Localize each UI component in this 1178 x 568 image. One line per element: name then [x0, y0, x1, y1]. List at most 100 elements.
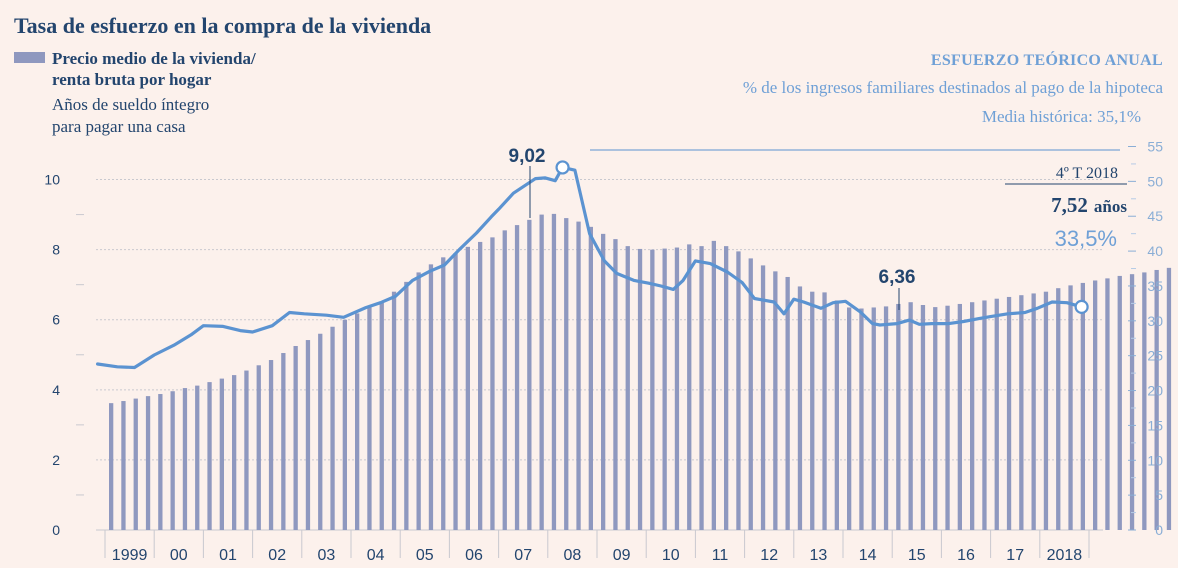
bar-legend-line2: renta bruta por hogar: [52, 70, 212, 89]
bar: [121, 401, 126, 530]
x-tick-label: 14: [859, 547, 877, 564]
bar: [699, 246, 704, 531]
bar: [785, 276, 790, 530]
right-tick-label: 40: [1147, 243, 1163, 259]
line-series: [96, 160, 1089, 370]
bar: [502, 230, 507, 531]
bar: [724, 246, 729, 531]
bar: [465, 246, 470, 531]
bar: [268, 360, 274, 530]
bar: [244, 370, 249, 530]
bar: [613, 239, 618, 530]
bar: [711, 240, 716, 530]
bar: [453, 253, 458, 530]
x-tick-label: 11: [712, 547, 729, 564]
bar: [490, 237, 495, 530]
line-path: [96, 165, 1084, 370]
bar: [674, 247, 680, 530]
bar: [527, 219, 532, 530]
bar: [773, 271, 778, 530]
x-tick-label: 1999: [112, 547, 148, 564]
x-tick-label: 08: [564, 547, 582, 564]
right-axis-header: ESFUERZO TEÓRICO ANUAL: [931, 50, 1163, 69]
bar: [957, 303, 962, 530]
x-tick-label: 02: [268, 547, 286, 564]
bar: [637, 248, 643, 530]
bar: [207, 382, 212, 530]
bar: [318, 333, 323, 530]
bar-legend-desc2: para pagar una casa: [52, 117, 186, 136]
bar: [748, 258, 753, 530]
right-tick-label: 5: [1155, 487, 1163, 503]
right-tick-label: 30: [1147, 313, 1163, 329]
right-tick-label: 55: [1147, 139, 1163, 155]
bar: [551, 213, 557, 531]
bar: [896, 303, 901, 530]
x-tick-label: 15: [908, 547, 926, 564]
bar: [564, 218, 569, 530]
bar: [305, 340, 311, 530]
bar: [883, 306, 889, 530]
x-tick-label: 00: [170, 547, 188, 564]
left-tick-label: 6: [52, 312, 60, 328]
highlight-point: [555, 160, 570, 175]
bar: [797, 286, 803, 530]
bar: [342, 319, 347, 530]
bar-legend-line1: Precio medio de la vivienda/: [52, 49, 256, 68]
x-tick-label: 06: [465, 547, 483, 564]
bar: [847, 307, 852, 530]
bar: [1019, 295, 1024, 530]
bar: [1105, 278, 1110, 530]
bar: [330, 326, 335, 530]
bar: [355, 313, 360, 530]
bar: [810, 291, 815, 530]
bar: [601, 233, 606, 531]
bar: [109, 403, 114, 530]
right-axis-subtitle: % de los ingresos familiares destinados …: [743, 78, 1164, 97]
bar: [1117, 275, 1122, 530]
last-value-number: 7,52: [1051, 193, 1088, 217]
bar: [982, 300, 987, 530]
low-bar-annotation: 6,36: [879, 267, 916, 288]
x-tick-label: 05: [416, 547, 434, 564]
bar: [1068, 285, 1073, 530]
last-period-label: 4º T 2018: [1056, 165, 1118, 182]
right-tick-label: 35: [1147, 278, 1163, 294]
bar: [1043, 291, 1049, 530]
bar: [219, 378, 224, 530]
bar: [908, 302, 913, 530]
bar: [970, 302, 975, 530]
bar: [834, 300, 839, 530]
bar: [145, 396, 151, 530]
bar: [256, 365, 261, 530]
bar: [1154, 269, 1159, 530]
right-tick-label: 50: [1147, 173, 1163, 189]
highlight-point: [1074, 299, 1089, 314]
bar: [687, 244, 692, 530]
bar: [367, 307, 372, 530]
left-tick-label: 0: [52, 522, 60, 538]
bar: [760, 265, 766, 530]
x-tick-label: 07: [514, 547, 532, 564]
left-tick-label: 8: [52, 242, 60, 258]
bar: [416, 272, 421, 530]
bar: [195, 385, 200, 530]
bar: [170, 391, 175, 530]
bar: [994, 298, 999, 530]
x-axis: 1999 00 01 02 03 04 05 06 07 08 09 10 11 12 13 14 15 16 17…: [104, 530, 1090, 564]
chart-title: Tasa de esfuerzo en la compra de la vivi…: [14, 13, 431, 38]
right-tick-label: 0: [1155, 522, 1163, 538]
bar: [514, 225, 520, 530]
bar: [1006, 296, 1012, 530]
bar: [1166, 267, 1172, 530]
bar: [650, 249, 655, 530]
bar: [379, 302, 384, 530]
x-tick-label: 10: [662, 547, 680, 564]
right-tick-label: 25: [1147, 348, 1163, 364]
peak-bar-annotation: 9,02: [509, 146, 546, 167]
left-tick-label: 4: [52, 382, 60, 398]
x-tick-label: 2018: [1047, 547, 1083, 564]
bar: [1056, 288, 1061, 530]
bar: [441, 257, 446, 530]
bar: [478, 241, 483, 530]
